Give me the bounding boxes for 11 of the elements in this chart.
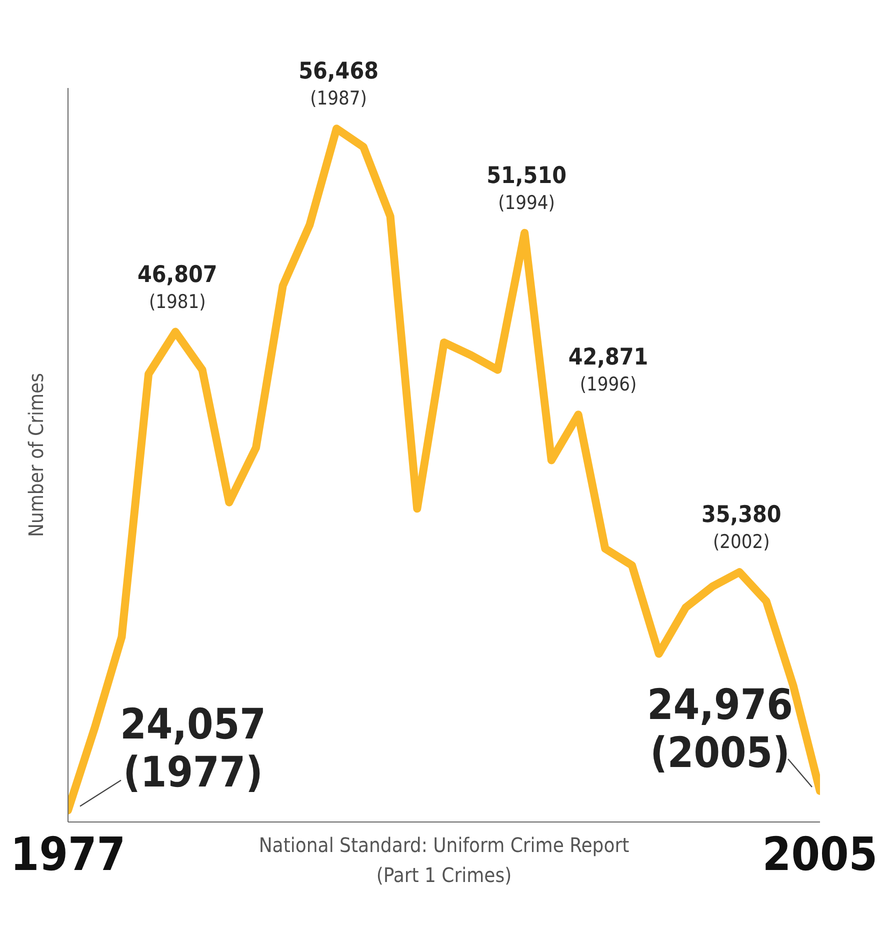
- data-label: 46,807 (1981): [138, 262, 218, 313]
- x-tick-label: 1977: [10, 827, 126, 881]
- data-label: 24,057 (1977): [120, 699, 266, 796]
- x-axis-title: National Standard: Uniform Crime Report (Part 1 Crimes): [258, 833, 630, 887]
- x-tick-label: 2005: [762, 827, 878, 881]
- y-axis-title: Number of Crimes: [24, 373, 48, 537]
- data-label: 42,871 (1996): [568, 344, 648, 396]
- data-label: 35,380 (2002): [702, 502, 782, 554]
- data-label: 24,976 (2005): [647, 680, 793, 777]
- data-label: 51,510 (1994): [486, 162, 566, 214]
- data-label: 56,468 (1987): [298, 58, 378, 110]
